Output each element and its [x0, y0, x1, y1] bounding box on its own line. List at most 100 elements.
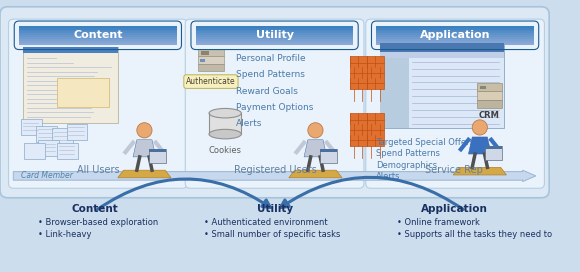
Bar [209, 113, 241, 134]
Text: Alerts: Alerts [235, 119, 262, 128]
Bar [480, 86, 487, 89]
Bar [477, 100, 502, 109]
Polygon shape [453, 167, 506, 175]
Text: • Link-heavy: • Link-heavy [38, 230, 92, 239]
Bar [376, 41, 534, 43]
Bar [195, 33, 353, 35]
Bar [57, 78, 109, 107]
Text: Application: Application [420, 205, 488, 214]
Bar [367, 113, 384, 146]
Bar [19, 28, 177, 30]
Text: Personal Profile: Personal Profile [235, 54, 305, 63]
Bar [38, 140, 59, 156]
Bar [19, 32, 177, 33]
FancyArrow shape [13, 170, 536, 182]
Bar [19, 33, 177, 35]
Bar [24, 143, 45, 159]
Bar [350, 56, 367, 89]
Bar [23, 47, 118, 123]
Text: All Users: All Users [77, 165, 119, 175]
Bar [195, 37, 353, 39]
Text: Content: Content [72, 205, 118, 214]
Text: Demographics: Demographics [376, 161, 437, 170]
Bar [376, 37, 534, 39]
Bar [149, 149, 166, 152]
Ellipse shape [209, 109, 241, 118]
Bar [52, 128, 73, 144]
Bar [195, 35, 353, 37]
Bar [380, 58, 408, 128]
Text: Targeted Special Offers: Targeted Special Offers [376, 138, 474, 147]
Bar [195, 32, 353, 33]
Bar [200, 59, 205, 62]
Bar [23, 47, 118, 53]
FancyBboxPatch shape [366, 19, 545, 188]
Circle shape [137, 123, 152, 138]
Text: • Browser-based exploration: • Browser-based exploration [38, 218, 158, 227]
Bar [195, 28, 353, 30]
Bar [477, 91, 502, 100]
FancyBboxPatch shape [9, 19, 187, 188]
Bar [19, 30, 177, 32]
Text: Utility: Utility [256, 30, 293, 40]
Bar [19, 37, 177, 39]
Text: CRM: CRM [479, 111, 500, 120]
Bar [67, 124, 88, 140]
Bar [36, 126, 57, 142]
Text: • Authenticated environment: • Authenticated environment [204, 218, 328, 227]
Text: Content: Content [73, 30, 122, 40]
Bar [19, 26, 177, 28]
Bar [320, 149, 338, 163]
Bar [19, 35, 177, 37]
Bar [376, 35, 534, 37]
Circle shape [472, 120, 487, 135]
Text: • Supports all the tasks they need to: • Supports all the tasks they need to [397, 230, 552, 239]
Text: Utility: Utility [258, 205, 293, 214]
Text: Authenticate: Authenticate [186, 77, 235, 86]
Bar [198, 49, 224, 56]
Bar [376, 43, 534, 45]
Bar [149, 149, 166, 163]
Polygon shape [469, 137, 491, 154]
Text: Spend Patterns: Spend Patterns [376, 149, 440, 158]
Bar [380, 43, 503, 52]
Bar [350, 113, 367, 146]
Text: • Small number of specific tasks: • Small number of specific tasks [204, 230, 340, 239]
Circle shape [308, 123, 323, 138]
Text: • Online framework: • Online framework [397, 218, 480, 227]
Bar [376, 33, 534, 35]
Bar [376, 39, 534, 41]
Bar [195, 41, 353, 43]
Bar [195, 43, 353, 45]
Bar [376, 26, 534, 28]
Bar [21, 119, 42, 135]
Text: Card Member: Card Member [21, 171, 72, 180]
Polygon shape [118, 170, 171, 178]
Bar [201, 51, 209, 55]
Polygon shape [133, 140, 156, 157]
Bar [320, 149, 338, 152]
Bar [195, 26, 353, 28]
Bar [198, 64, 224, 71]
Bar [19, 39, 177, 41]
Bar [376, 28, 534, 30]
Bar [376, 30, 534, 32]
Bar [57, 143, 78, 159]
Text: Alerts: Alerts [376, 172, 401, 181]
Text: Reward Goals: Reward Goals [235, 86, 298, 95]
Polygon shape [304, 140, 327, 157]
Ellipse shape [209, 129, 241, 139]
Bar [195, 39, 353, 41]
Bar [19, 43, 177, 45]
Text: Registered Users: Registered Users [234, 165, 317, 175]
Bar [19, 41, 177, 43]
Polygon shape [289, 170, 342, 178]
FancyBboxPatch shape [185, 19, 364, 188]
Text: Cookies: Cookies [209, 146, 242, 156]
Text: Application: Application [420, 30, 490, 40]
Bar [195, 30, 353, 32]
Bar [380, 43, 503, 128]
Bar [198, 56, 224, 64]
Text: Service Rep: Service Rep [425, 165, 483, 175]
Bar [484, 146, 502, 149]
